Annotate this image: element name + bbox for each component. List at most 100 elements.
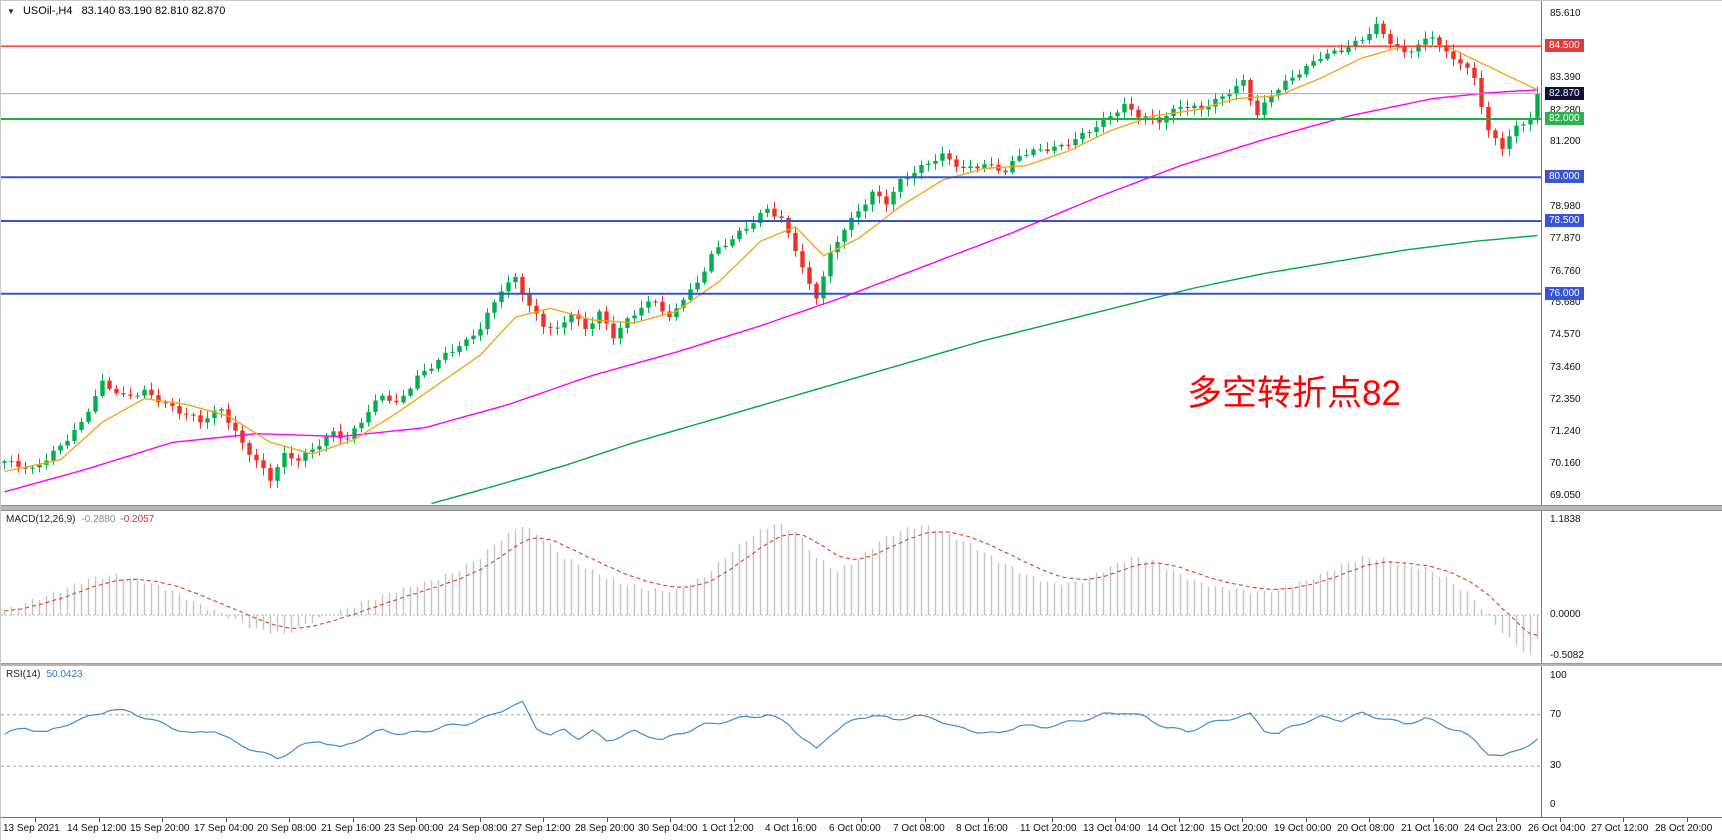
time-axis-label: 15 Oct 20:00 <box>1210 823 1268 834</box>
macd-signal-line <box>4 531 1538 636</box>
time-axis-tick <box>1623 818 1624 822</box>
time-axis-tick <box>226 818 227 822</box>
current-price-badge: 82.870 <box>1545 87 1584 100</box>
time-axis-label: 24 Oct 23:00 <box>1464 823 1522 834</box>
rsi-line <box>4 700 1538 760</box>
price-axis[interactable]: 85.610 83.390 82.280 81.200 78.980 77.870 76.7… <box>1541 1 1722 817</box>
time-axis-tick <box>416 818 417 822</box>
time-axis-label: 7 Oct 08:00 <box>893 823 945 834</box>
time-axis-tick <box>1179 818 1180 822</box>
time-axis-tick <box>1115 818 1116 822</box>
time-axis-tick <box>925 818 926 822</box>
time-axis-label: 28 Oct 20:00 <box>1655 823 1713 834</box>
price-tick-label: 81.200 <box>1550 136 1581 147</box>
time-axis-label: 8 Oct 16:00 <box>956 823 1008 834</box>
time-axis-tick <box>1052 818 1053 822</box>
time-axis-label: 20 Sep 08:00 <box>257 823 317 834</box>
price-tick-label: 75.680 <box>1550 297 1581 308</box>
time-axis-label: 14 Oct 12:00 <box>1147 823 1205 834</box>
time-axis-tick <box>1369 818 1370 822</box>
resistance-level-badge: 84.500 <box>1545 39 1584 52</box>
time-axis-tick <box>670 818 671 822</box>
rsi-axis-label: 30 <box>1550 760 1562 771</box>
price-tick-label: 77.870 <box>1550 233 1581 244</box>
time-axis-tick <box>1306 818 1307 822</box>
time-axis-tick <box>1433 818 1434 822</box>
support-level-badge: 76.000 <box>1545 287 1584 300</box>
price-tick-label: 76.760 <box>1550 266 1581 277</box>
price-tick-label: 70.160 <box>1550 458 1581 469</box>
ohlc-readout: 83.140 83.190 82.810 82.870 <box>81 5 226 17</box>
support-level-badge: 78.500 <box>1545 214 1584 227</box>
time-axis-label: 21 Sep 16:00 <box>321 823 381 834</box>
time-axis-label: 24 Sep 08:00 <box>448 823 508 834</box>
time-axis-tick <box>1687 818 1688 822</box>
pane-splitter-macd[interactable] <box>1 505 1722 511</box>
price-tick-label: 85.610 <box>1550 8 1581 19</box>
time-axis-label: 30 Sep 04:00 <box>638 823 698 834</box>
time-axis-label: 1 Oct 12:00 <box>702 823 754 834</box>
macd-name: MACD(12,26,9) <box>6 514 76 525</box>
time-axis-label: 19 Oct 00:00 <box>1274 823 1332 834</box>
price-tick-label: 69.050 <box>1550 490 1581 501</box>
macd-indicator-label: MACD(12,26,9) -0.2880 -0.2057 <box>6 514 154 525</box>
time-axis-label: 14 Sep 12:00 <box>67 823 127 834</box>
time-axis-label: 6 Oct 00:00 <box>829 823 881 834</box>
time-axis[interactable]: 13 Sep 2021 14 Sep 12:00 15 Sep 20:00 17 Se… <box>1 817 1722 840</box>
time-axis-tick <box>99 818 100 822</box>
time-axis-tick <box>289 818 290 822</box>
chart-menu-icon[interactable]: ▼ <box>7 7 15 16</box>
time-axis-label: 26 Oct 04:00 <box>1528 823 1586 834</box>
macd-axis-label: 0.0000 <box>1550 609 1581 620</box>
main-chart-pane[interactable] <box>1 1 1541 505</box>
time-axis-tick <box>607 818 608 822</box>
time-axis-tick <box>797 818 798 822</box>
time-axis-tick <box>1242 818 1243 822</box>
time-axis-label: 21 Oct 16:00 <box>1401 823 1459 834</box>
candles <box>2 17 1540 488</box>
rsi-axis-label: 0 <box>1550 799 1556 810</box>
time-axis-tick <box>1496 818 1497 822</box>
rsi-axis-label: 70 <box>1550 709 1562 720</box>
time-axis-label: 17 Sep 04:00 <box>194 823 254 834</box>
time-axis-tick <box>1560 818 1561 822</box>
price-tick-label: 71.240 <box>1550 426 1581 437</box>
macd-histogram <box>3 524 1539 654</box>
rsi-axis-label: 100 <box>1550 670 1567 681</box>
time-axis-label: 28 Sep 20:00 <box>575 823 635 834</box>
macd-pane[interactable] <box>1 511 1541 663</box>
price-tick-label: 78.980 <box>1550 201 1581 212</box>
rsi-indicator-label: RSI(14) 50.0423 <box>6 669 83 680</box>
macd-axis-label: -0.5082 <box>1550 650 1584 661</box>
price-tick-label: 73.460 <box>1550 362 1581 373</box>
time-axis-label: 27 Sep 12:00 <box>511 823 571 834</box>
support-level-badge: 82.000 <box>1545 112 1584 125</box>
rsi-pane[interactable] <box>1 666 1541 817</box>
price-tick-label: 82.280 <box>1550 105 1581 116</box>
ma-mid-line <box>4 89 1538 493</box>
chart-header: ▼ USOil-,H4 83.140 83.190 82.810 82.870 <box>7 5 225 17</box>
time-axis-tick <box>35 818 36 822</box>
chart-annotation-text: 多空转折点82 <box>1187 374 1401 413</box>
rsi-name: RSI(14) <box>6 669 41 680</box>
macd-signal-value: -0.2057 <box>120 514 155 525</box>
price-tick-label: 83.390 <box>1550 72 1581 83</box>
rsi-value: 50.0423 <box>46 669 83 680</box>
time-axis-tick <box>861 818 862 822</box>
time-axis-tick <box>543 818 544 822</box>
support-level-badge: 80.000 <box>1545 170 1584 183</box>
time-axis-label: 20 Oct 08:00 <box>1337 823 1395 834</box>
time-axis-tick <box>480 818 481 822</box>
time-axis-label: 27 Oct 12:00 <box>1591 823 1649 834</box>
symbol-period-label: USOil-,H4 <box>22 5 73 17</box>
price-tick-label: 72.350 <box>1550 394 1581 405</box>
price-tick-label: 74.570 <box>1550 329 1581 340</box>
time-axis-label: 13 Oct 04:00 <box>1083 823 1141 834</box>
time-axis-tick <box>734 818 735 822</box>
pane-splitter-rsi[interactable] <box>1 663 1722 666</box>
time-axis-tick <box>162 818 163 822</box>
macd-main-value: -0.2880 <box>81 514 116 525</box>
time-axis-label: 11 Oct 20:00 <box>1020 823 1077 834</box>
time-axis-label: 13 Sep 2021 <box>3 823 60 834</box>
